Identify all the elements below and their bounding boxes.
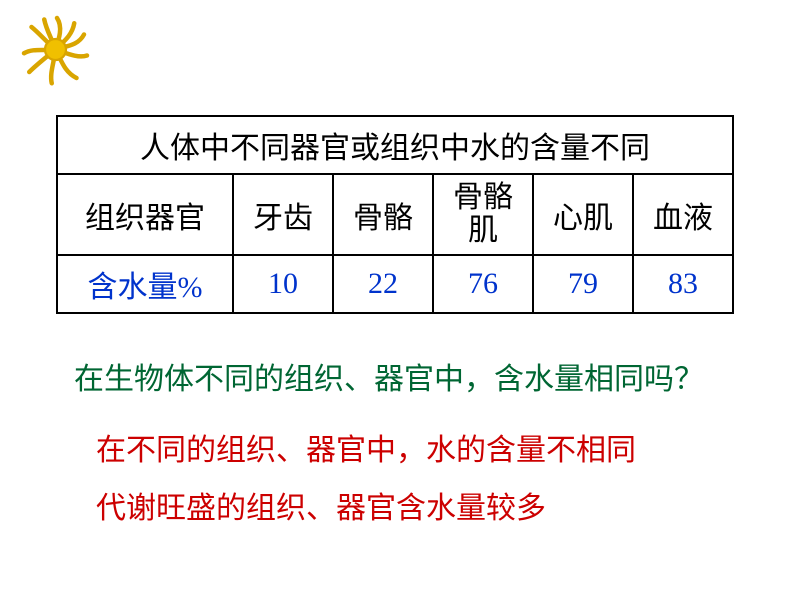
table-cell-value: 76 (433, 255, 533, 313)
table-header-teeth: 牙齿 (233, 174, 333, 255)
answer-text-1: 在不同的组织、器官中，水的含量不相同 (96, 431, 714, 472)
question-text: 在生物体不同的组织、器官中，含水量相同吗？ (74, 360, 714, 401)
table-cell-value: 83 (633, 255, 733, 313)
table-cell-value: 22 (333, 255, 433, 313)
content-paragraphs: 在生物体不同的组织、器官中，含水量相同吗？ 在不同的组织、器官中，水的含量不相同… (74, 360, 714, 530)
table-header-muscle: 骨骼肌 (433, 174, 533, 255)
table-cell-value: 79 (533, 255, 633, 313)
table-header-blood: 血液 (633, 174, 733, 255)
table-row-label: 含水量% (57, 255, 233, 313)
answer-text-2: 代谢旺盛的组织、器官含水量较多 (96, 489, 714, 530)
table-header-heart: 心肌 (533, 174, 633, 255)
sun-icon (18, 12, 93, 87)
table-title: 人体中不同器官或组织中水的含量不同 (57, 116, 733, 174)
water-content-table: 人体中不同器官或组织中水的含量不同 组织器官 牙齿 骨骼 骨骼肌 心肌 血液 含… (56, 115, 734, 314)
table-cell-value: 10 (233, 255, 333, 313)
table-header-organ: 组织器官 (57, 174, 233, 255)
table-header-skeleton: 骨骼 (333, 174, 433, 255)
